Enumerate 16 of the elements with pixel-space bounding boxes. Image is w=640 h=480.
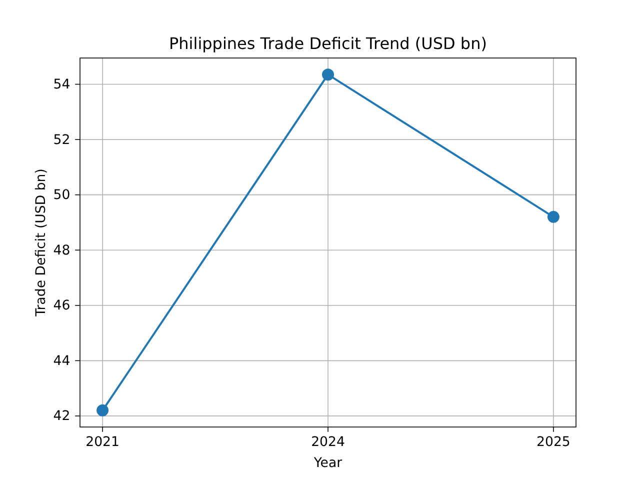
point: [96, 404, 109, 416]
x-tick-label: 2024: [311, 435, 345, 450]
x-tick-label: 2021: [86, 435, 120, 450]
y-tick-label: 44: [53, 354, 70, 369]
point: [547, 210, 560, 223]
y-tick-label: 50: [53, 188, 70, 204]
point: [322, 68, 334, 81]
chart-title: Philippines Trade Deficit Trend (USD bn): [169, 34, 487, 53]
y-tick-label: 42: [53, 409, 70, 424]
y-axis-title: Trade Deficit (USD bn): [34, 168, 49, 318]
y-tick-label: 48: [53, 243, 70, 258]
y-tick-label: 52: [53, 132, 70, 148]
y-tick-label: 46: [53, 298, 70, 314]
x-axis-title: Year: [312, 456, 343, 471]
x-tick-label: 2025: [536, 435, 570, 450]
y-tick-label: 54: [53, 78, 70, 93]
